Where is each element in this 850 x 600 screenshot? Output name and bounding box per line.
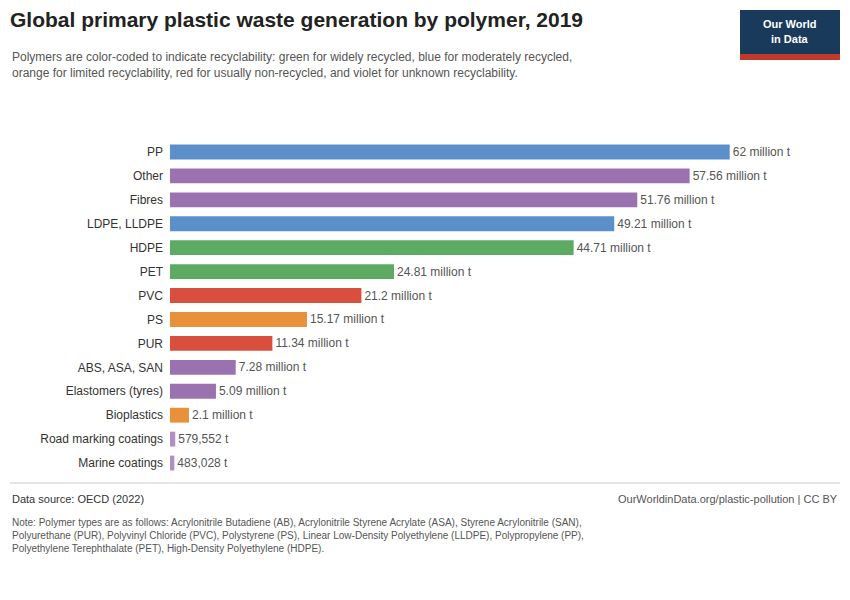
svg-text:Fibres: Fibres — [130, 193, 163, 207]
svg-text:57.56 million t: 57.56 million t — [693, 169, 768, 183]
svg-text:483,028 t: 483,028 t — [177, 456, 228, 470]
svg-text:5.09 million t: 5.09 million t — [219, 384, 287, 398]
svg-text:51.76 million t: 51.76 million t — [640, 193, 715, 207]
svg-text:11.34 million t: 11.34 million t — [275, 336, 349, 350]
svg-text:2.1 million t: 2.1 million t — [192, 408, 253, 422]
svg-text:PS: PS — [147, 313, 163, 327]
svg-text:7.28 million t: 7.28 million t — [239, 360, 307, 374]
svg-text:PP: PP — [147, 145, 163, 159]
svg-text:Data source: OECD (2022): Data source: OECD (2022) — [12, 493, 144, 505]
svg-text:Note: Polymer types are as fol: Note: Polymer types are as follows: Acry… — [12, 517, 584, 554]
svg-text:LDPE, LLDPE: LDPE, LLDPE — [87, 217, 163, 231]
svg-text:in Data: in Data — [771, 33, 809, 45]
svg-text:Global primary plastic waste g: Global primary plastic waste generation … — [10, 8, 583, 31]
svg-text:21.2 million t: 21.2 million t — [364, 289, 432, 303]
svg-text:Road marking coatings: Road marking coatings — [40, 432, 163, 446]
svg-text:ABS, ASA, SAN: ABS, ASA, SAN — [78, 361, 163, 375]
svg-text:HDPE: HDPE — [130, 241, 163, 255]
svg-text:24.81 million t: 24.81 million t — [397, 265, 472, 279]
svg-text:49.21 million t: 49.21 million t — [617, 217, 692, 231]
svg-text:Elastomers (tyres): Elastomers (tyres) — [66, 384, 163, 398]
svg-text:PET: PET — [140, 265, 164, 279]
svg-text:Polymers are color-coded to in: Polymers are color-coded to indicate rec… — [12, 50, 572, 80]
svg-text:PVC: PVC — [138, 289, 163, 303]
svg-text:PUR: PUR — [138, 337, 164, 351]
svg-text:44.71 million t: 44.71 million t — [577, 241, 652, 255]
svg-text:Other: Other — [133, 169, 163, 183]
svg-text:Marine coatings: Marine coatings — [78, 456, 163, 470]
svg-text:579,552 t: 579,552 t — [178, 432, 229, 446]
svg-text:15.17 million t: 15.17 million t — [310, 312, 385, 326]
svg-text:62 million t: 62 million t — [733, 145, 791, 159]
svg-text:OurWorldinData.org/plastic-pol: OurWorldinData.org/plastic-pollution | C… — [618, 493, 838, 505]
svg-text:Bioplastics: Bioplastics — [106, 408, 163, 422]
svg-text:Our World: Our World — [763, 18, 817, 30]
